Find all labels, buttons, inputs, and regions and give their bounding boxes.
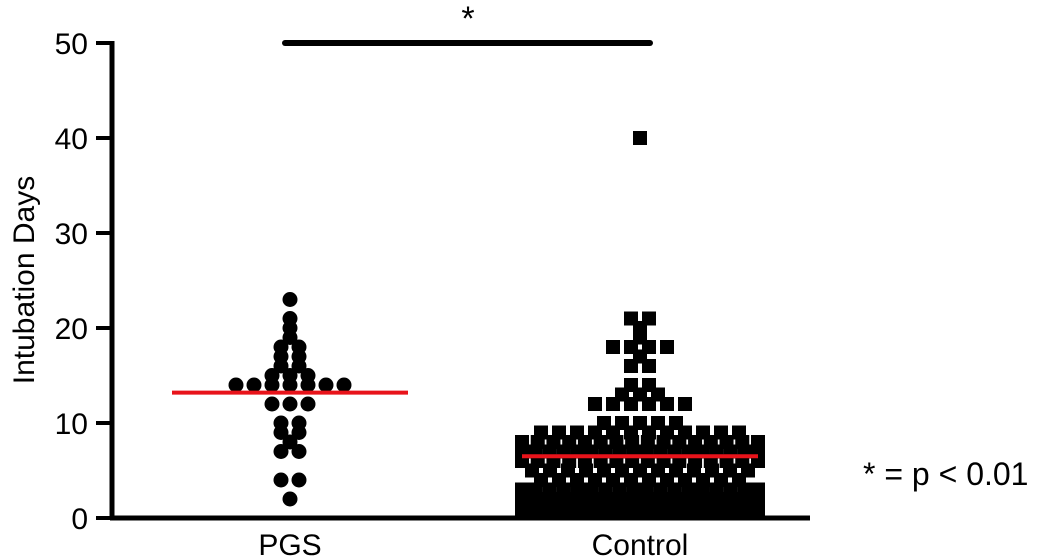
y-tick-label: 30: [55, 218, 88, 251]
significance-marker: *: [282, 0, 653, 46]
data-point: [282, 396, 298, 412]
data-point: [660, 340, 674, 354]
data-point: [300, 396, 316, 412]
data-point: [273, 472, 289, 488]
data-point: [273, 415, 289, 431]
data-point: [669, 416, 683, 430]
data-point: [246, 377, 262, 393]
data-point: [273, 339, 289, 355]
data-point: [633, 131, 647, 145]
data-point: [264, 368, 280, 383]
data-point: [515, 482, 529, 497]
data-point: [651, 416, 665, 430]
y-tick-label: 20: [55, 313, 88, 346]
data-point: [282, 311, 298, 326]
data-point: [228, 377, 244, 393]
data-point: [624, 311, 638, 326]
data-point: [282, 434, 298, 450]
data-point: [678, 397, 692, 411]
data-point: [588, 397, 602, 411]
y-tick-label: 40: [55, 123, 88, 156]
data-point: [336, 377, 352, 393]
data-point: [751, 435, 765, 449]
y-ticks: 0 10 20 30 40 50 PGS Control: [55, 28, 689, 560]
data-point: [318, 377, 334, 393]
data-point: [615, 416, 629, 430]
data-point: [624, 378, 638, 392]
mean-lines: [172, 390, 758, 459]
data-point: [597, 416, 611, 430]
y-tick-label: 0: [71, 503, 88, 536]
data-point: [291, 444, 307, 459]
data-point: [606, 340, 620, 354]
significance-note: * = p < 0.01: [863, 456, 1028, 492]
data-point: [515, 435, 529, 449]
data-point: [282, 491, 298, 507]
data-point: [570, 425, 584, 440]
data-point: [282, 292, 298, 307]
data-point: [291, 472, 307, 488]
data-point: [282, 368, 298, 383]
data-point: [714, 425, 728, 440]
data-point: [300, 368, 316, 383]
data-point: [264, 396, 280, 412]
data-point: [751, 482, 765, 497]
data-point: [642, 378, 656, 392]
y-axis-title: Intubation Days: [8, 176, 41, 384]
significance-star: *: [461, 0, 474, 38]
data-point: [273, 444, 289, 459]
data-point: [552, 425, 566, 440]
y-tick-label: 50: [55, 28, 88, 61]
data-point: [291, 415, 307, 431]
data-point: [291, 339, 307, 355]
data-point: [732, 425, 746, 440]
data-point: [642, 311, 656, 326]
data-point: [633, 416, 647, 430]
x-category-label: PGS: [258, 529, 321, 560]
axes: [109, 41, 810, 521]
x-category-label: Control: [592, 529, 689, 560]
data-point: [534, 425, 548, 440]
data-point: [696, 425, 710, 440]
y-tick-label: 10: [55, 408, 88, 441]
